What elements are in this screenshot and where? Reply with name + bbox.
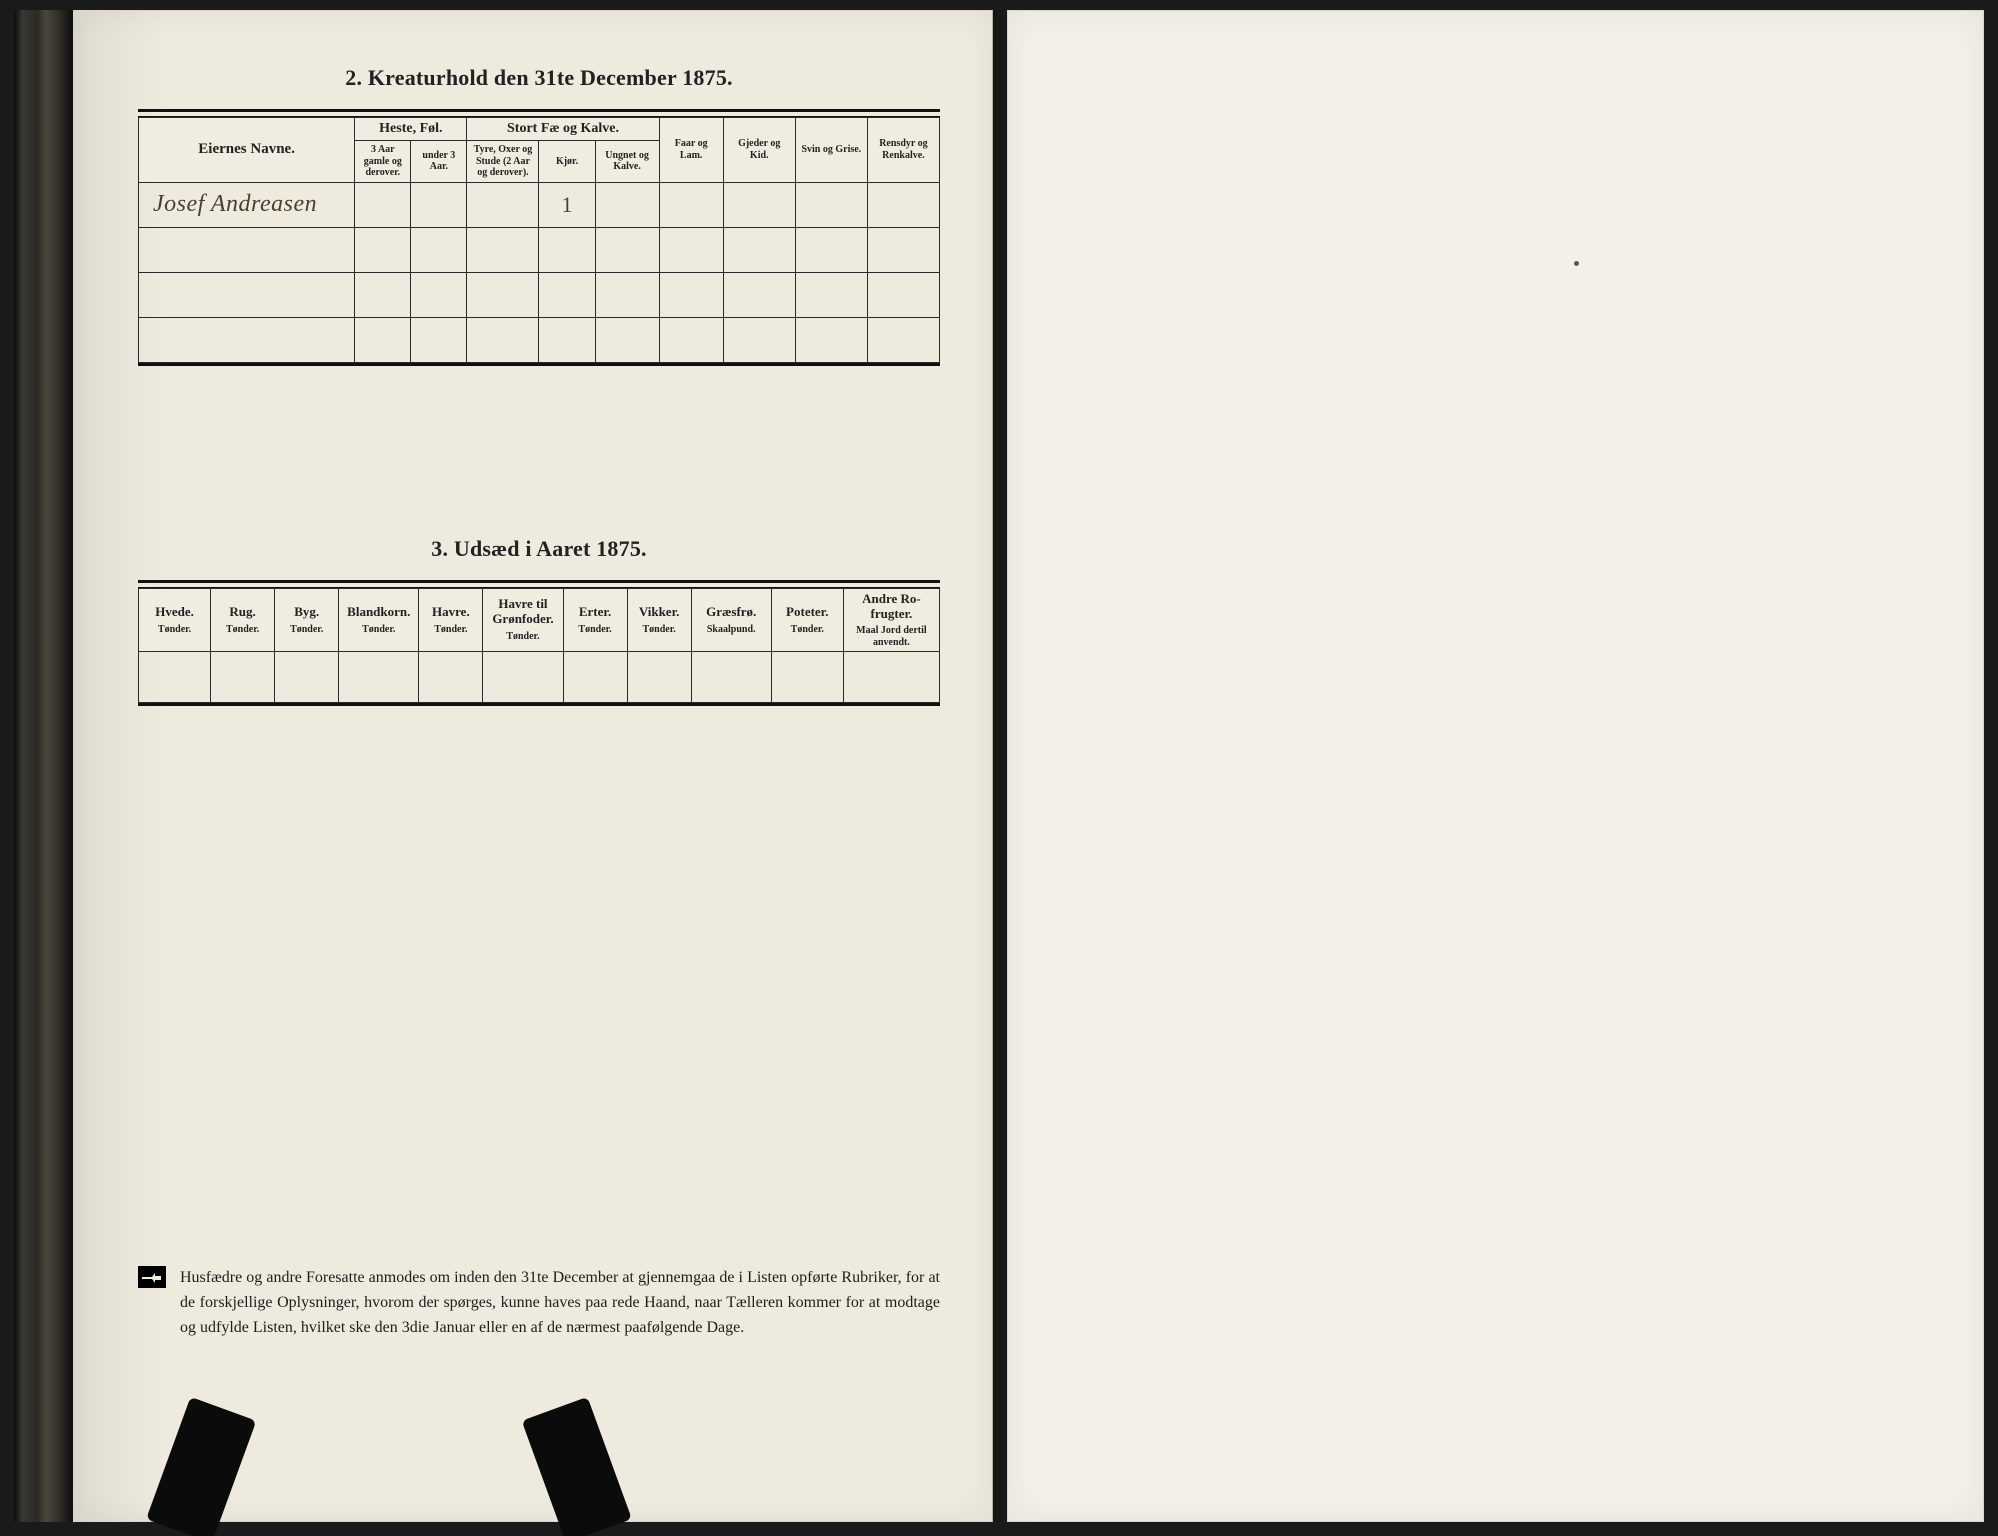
- col-label: Rug.: [229, 604, 255, 619]
- col-label: Vikker.: [639, 604, 680, 619]
- col-label: Byg.: [294, 604, 319, 619]
- cell: [339, 652, 419, 703]
- col-unit: Skaalpund.: [696, 624, 767, 636]
- cell: [411, 182, 467, 227]
- table-row: Josef Andreasen 1: [139, 182, 940, 227]
- left-page: 2. Kreaturhold den 31te December 1875. E…: [73, 10, 993, 1522]
- right-page: [1007, 10, 1984, 1522]
- section3-bottom-rule: [138, 703, 940, 706]
- col-unit: Tønder.: [279, 624, 334, 636]
- col-faar: Faar og Lam.: [659, 118, 723, 183]
- col-erter: Erter. Tønder.: [563, 588, 627, 652]
- cell: [139, 317, 355, 362]
- cell: [771, 652, 843, 703]
- col-havre-gronfoder: Havre til Grønfoder. Tønder.: [483, 588, 563, 652]
- table-row: [139, 227, 940, 272]
- col-graesfro: Græsfrø. Skaalpund.: [691, 588, 771, 652]
- col-hvede: Hvede. Tønder.: [139, 588, 211, 652]
- col-unit: Tønder.: [776, 624, 839, 636]
- cell: [627, 652, 691, 703]
- col-unit: Tønder.: [423, 624, 478, 636]
- col-label: Havre.: [432, 604, 470, 619]
- table-row: [139, 652, 940, 703]
- cell: [467, 182, 539, 227]
- table-row: [139, 317, 940, 362]
- scanner-clip-icon: [146, 1397, 256, 1536]
- cell: [139, 652, 211, 703]
- cell: [723, 182, 795, 227]
- col-havre: Havre. Tønder.: [419, 588, 483, 652]
- col-label: Hvede.: [155, 604, 194, 619]
- cell: [139, 227, 355, 272]
- colgroup-stortfae: Stort Fæ og Kalve.: [467, 118, 659, 141]
- col-svin: Svin og Grise.: [795, 118, 867, 183]
- cell: [211, 652, 275, 703]
- cell: [691, 652, 771, 703]
- col-ungnet: Ungnet og Kalve.: [595, 141, 659, 183]
- cell: [867, 182, 939, 227]
- cell: [355, 182, 411, 227]
- section3-title: 3. Udsæd i Aaret 1875.: [138, 536, 940, 562]
- cell: [419, 652, 483, 703]
- table-row: [139, 272, 940, 317]
- col-label: Græsfrø.: [706, 604, 756, 619]
- col-blandkorn: Blandkorn. Tønder.: [339, 588, 419, 652]
- page-fold: [993, 10, 1007, 1522]
- owner-name: Josef Andreasen: [153, 191, 317, 217]
- col-poteter: Poteter. Tønder.: [771, 588, 843, 652]
- col-byg: Byg. Tønder.: [275, 588, 339, 652]
- cell: [659, 182, 723, 227]
- col-heste-3aar: 3 Aar gamle og derover.: [355, 141, 411, 183]
- col-vikker: Vikker. Tønder.: [627, 588, 691, 652]
- book-spine: [14, 10, 73, 1522]
- col-eiernes-navne: Eiernes Navne.: [139, 118, 355, 183]
- col-unit: Tønder.: [215, 624, 270, 636]
- instructional-footer: Husfædre og andre Foresatte anmodes om i…: [138, 1266, 940, 1340]
- cell: [275, 652, 339, 703]
- scanner-clip-icon: [522, 1397, 632, 1536]
- gap-between-sections: [138, 366, 940, 536]
- col-label: Blandkorn.: [347, 604, 410, 619]
- cell-kjor-value: 1: [562, 192, 573, 217]
- cell: [139, 272, 355, 317]
- col-unit: Tønder.: [487, 631, 558, 643]
- col-unit: Tønder.: [143, 624, 206, 636]
- table-kreaturhold: Eiernes Navne. Heste, Føl. Stort Fæ og K…: [138, 117, 940, 363]
- cell: [483, 652, 563, 703]
- section2-title: 2. Kreaturhold den 31te December 1875.: [138, 65, 940, 91]
- colgroup-heste: Heste, Føl.: [355, 118, 467, 141]
- cell: [843, 652, 939, 703]
- col-label: Erter.: [579, 604, 611, 619]
- cell: [595, 182, 659, 227]
- col-unit: Tønder.: [568, 624, 623, 636]
- col-label: Havre til Grønfoder.: [492, 596, 553, 626]
- col-gjeder: Gjeder og Kid.: [723, 118, 795, 183]
- cell: [795, 182, 867, 227]
- col-andre-rofrugter: Andre Ro-frugter. Maal Jord dertil anven…: [843, 588, 939, 652]
- col-label: Poteter.: [786, 604, 828, 619]
- col-tyre-oxer: Tyre, Oxer og Stude (2 Aar og derover).: [467, 141, 539, 183]
- col-rensdyr: Rensdyr og Renkalve.: [867, 118, 939, 183]
- col-unit: Tønder.: [632, 624, 687, 636]
- col-kjor: Kjør.: [539, 141, 595, 183]
- col-heste-under3: under 3 Aar.: [411, 141, 467, 183]
- col-label: Andre Ro-frugter.: [862, 591, 921, 621]
- col-rug: Rug. Tønder.: [211, 588, 275, 652]
- cell: [563, 652, 627, 703]
- book-spread: 2. Kreaturhold den 31te December 1875. E…: [0, 0, 1998, 1536]
- ink-speck-icon: [1574, 261, 1579, 266]
- pointing-hand-icon: [138, 1266, 166, 1288]
- footer-instructions: Husfædre og andre Foresatte anmodes om i…: [180, 1266, 940, 1340]
- col-unit: Maal Jord dertil anvendt.: [848, 625, 935, 648]
- table-udsaed: Hvede. Tønder. Rug. Tønder. Byg. Tønder.…: [138, 588, 940, 704]
- col-unit: Tønder.: [343, 624, 414, 636]
